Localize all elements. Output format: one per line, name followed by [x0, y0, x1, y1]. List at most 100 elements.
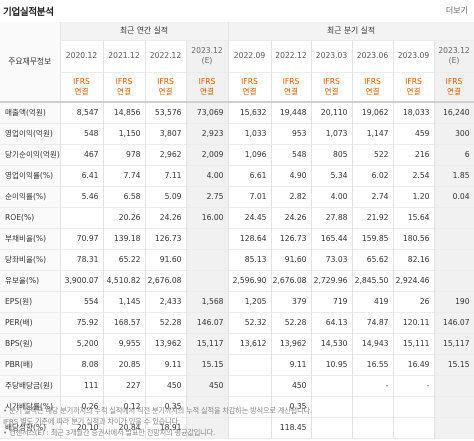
group-header-row: 주요재무정보 최근 연간 실적 최근 분기 실적 [0, 22, 474, 102]
table-cell: 2.74 [352, 186, 394, 207]
row-label: 부채비율(%) [0, 228, 61, 249]
table-cell: 9.11 [271, 354, 312, 375]
section-header: 기업실적분석 더보기 [0, 0, 474, 22]
table-cell: 24.26 [145, 207, 187, 228]
table-cell [228, 354, 272, 375]
table-cell: 126.73 [271, 228, 312, 249]
table-cell [434, 270, 474, 291]
footnote-line: IFRS 별도 기준에 따라 분기 실적과 차이가 있을 수 있습니다. [3, 417, 180, 426]
table-row: 매출액(억원) 8,547 14,856 53,576 73,069 15,632 19,4… [0, 102, 474, 123]
estimate-marker: (E) [448, 56, 460, 65]
table-cell: 548 [60, 123, 104, 144]
table-cell: 216 [393, 144, 435, 165]
row-label: 당기순이익(억원) [0, 144, 61, 165]
table-cell: 74.87 [352, 312, 394, 333]
table-cell [60, 207, 104, 228]
table-cell: 118.45 [271, 417, 312, 438]
table-cell: 65.22 [103, 249, 146, 270]
ifrs-label: IFRS [282, 76, 300, 86]
table-cell: 15.64 [393, 207, 435, 228]
ifrs-header: IFRS 연결 [228, 72, 272, 102]
table-cell: 15.15 [434, 354, 474, 375]
table-cell [228, 375, 272, 396]
table-cell: 70.97 [60, 228, 104, 249]
table-cell: 2,845.50 [352, 270, 394, 291]
table-cell: 26 [393, 291, 435, 312]
table-cell: 8.08 [60, 354, 104, 375]
table-cell: 0.35 [145, 396, 187, 417]
table-cell: 1,150 [103, 123, 146, 144]
table-cell: 14,856 [103, 102, 146, 123]
table-cell: 419 [352, 291, 394, 312]
period-header-row: 2020.12 2021.12 2022.12 2023.12 (E) 2022.09 20… [0, 40, 474, 72]
table-cell: 139.18 [103, 228, 146, 249]
row-label: 영업이익(억원) [0, 123, 61, 144]
period-date: 2023.06 [356, 51, 389, 60]
table-cell: 91.60 [145, 249, 187, 270]
table-row: EPS(원) 554 1,145 2,433 1,568 1,205 379 719 419 26… [0, 291, 474, 312]
table-cell: 6.58 [103, 186, 146, 207]
table-cell: 805 [311, 144, 353, 165]
table-cell [393, 396, 435, 417]
consolidated-label: 연결 [242, 86, 257, 96]
table-cell [311, 375, 353, 396]
table-cell: 52.32 [228, 312, 272, 333]
consolidated-label: 연결 [74, 86, 89, 96]
table-cell [186, 228, 229, 249]
table-cell: 5.34 [311, 165, 353, 186]
more-link[interactable]: 더보기 [445, 6, 468, 15]
table-cell: 8,547 [60, 102, 104, 123]
row-label: 당좌비율(%) [0, 249, 61, 270]
table-cell: 16.49 [393, 354, 435, 375]
table-cell: 5,200 [60, 333, 104, 354]
ifrs-header-row: IFRS 연결 IFRS 연결 IFRS 연결 IFRS 연결 IFRS 연결 IFRS 연결 IFRS… [0, 72, 474, 102]
period-header: 2023.12 (E) [434, 40, 474, 72]
table-cell: 19,448 [271, 102, 312, 123]
table-cell [434, 249, 474, 270]
period-date: 2023.12 [438, 46, 470, 55]
period-header: 2021.12 [103, 40, 146, 72]
table-cell: 21.92 [352, 207, 394, 228]
table-cell: 24.45 [228, 207, 272, 228]
table-cell: 0.35 [271, 396, 312, 417]
table-cell: 2,962 [145, 144, 187, 165]
ifrs-header: IFRS 연결 [352, 72, 394, 102]
ifrs-label: IFRS [241, 76, 258, 86]
table-cell: 6.61 [228, 165, 272, 186]
period-date: 2023.12 [191, 46, 223, 55]
table-cell: 15,632 [228, 102, 272, 123]
table-cell: 2,924.46 [393, 270, 435, 291]
table-cell: 7.11 [145, 165, 187, 186]
table-cell: 53,576 [145, 102, 187, 123]
table-cell: 2,923 [186, 123, 229, 144]
table-cell: 4,510.82 [103, 270, 146, 291]
period-date: 2022.09 [233, 51, 266, 60]
ifrs-label: IFRS [405, 76, 422, 86]
table-cell [434, 417, 474, 438]
table-cell: 459 [393, 123, 435, 144]
financial-table: 주요재무정보 최근 연간 실적 최근 분기 실적 2020.12 2021.12 2… [0, 22, 474, 439]
table-cell: 1,096 [228, 144, 272, 165]
table-cell: 126.73 [145, 228, 187, 249]
table-cell: 2.75 [186, 186, 229, 207]
period-date: 2023.03 [315, 51, 348, 60]
period-date: 2023.09 [397, 51, 430, 60]
row-label: 유보율(%) [0, 270, 61, 291]
table-cell [352, 417, 394, 438]
table-row: 당좌비율(%) 78.31 65.22 91.60 85.13 91.60 73.03 65.… [0, 249, 474, 270]
table-cell: 120.11 [393, 312, 435, 333]
table-cell: 2.82 [271, 186, 312, 207]
table-cell: 20.26 [103, 207, 146, 228]
table-cell [228, 417, 272, 438]
ifrs-header: IFRS 연결 [311, 72, 353, 102]
table-cell: 18.91 [145, 417, 187, 438]
table-cell [186, 270, 229, 291]
table-cell: 146.07 [434, 312, 474, 333]
table-cell: 65.62 [352, 249, 394, 270]
table-row: 부채비율(%) 70.97 139.18 126.73 128.64 126.73 165.… [0, 228, 474, 249]
table-cell: 78.31 [60, 249, 104, 270]
period-date: 2021.12 [108, 51, 140, 60]
table-row: 유보율(%) 3,900.07 4,510.82 2,676.08 2,596.90 2,… [0, 270, 474, 291]
table-cell: 13,962 [145, 333, 187, 354]
table-cell: 2,676.08 [271, 270, 312, 291]
